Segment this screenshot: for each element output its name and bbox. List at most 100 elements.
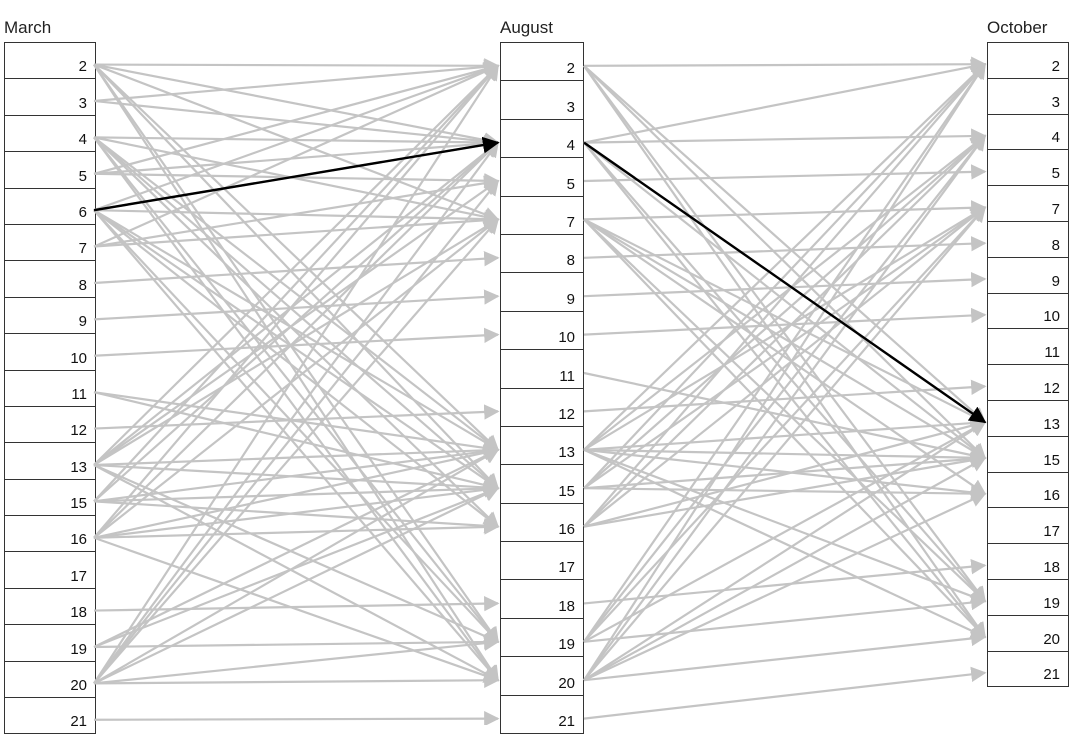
august-cell-label: 18	[558, 597, 575, 615]
arrow-march-2-to-august-15	[93, 63, 500, 490]
arrow-march-4-to-august-15	[93, 136, 500, 490]
october-cell-label: 21	[1043, 666, 1060, 684]
arrow-march-19-to-august-19	[93, 634, 500, 650]
arrow-march-13-to-august-19	[93, 463, 500, 644]
october-cell-20: 20	[988, 616, 1068, 652]
august-cell-3: 3	[501, 81, 583, 120]
october-cell-19: 19	[988, 580, 1068, 616]
arrow-march-4-to-august-19	[93, 136, 499, 644]
arrow-march-21-to-august-21	[93, 710, 500, 725]
arrow-march-16-to-august-7	[93, 218, 500, 539]
october-cell-13: 13	[988, 401, 1068, 437]
march-cell-label: 19	[70, 640, 87, 658]
october-cell-17: 17	[988, 508, 1068, 545]
arrow-august-7-to-october-13	[583, 218, 987, 424]
august-cell-4: 4	[501, 120, 583, 159]
august-cell-label: 16	[558, 521, 575, 539]
august-cell-7: 7	[501, 197, 583, 235]
arrow-august-16-to-october-15	[583, 452, 987, 528]
august-cell-label: 11	[559, 367, 575, 385]
arrow-march-2-to-august-2	[93, 58, 500, 74]
october-cell-7: 7	[988, 186, 1068, 222]
arrow-august-7-to-october-16	[583, 218, 987, 495]
arrow-march-4-to-august-4	[93, 134, 500, 151]
august-cell-label: 8	[566, 252, 575, 270]
august-cell-2: 2	[501, 43, 583, 82]
october-cell-8: 8	[988, 222, 1068, 258]
march-cell-label: 10	[70, 349, 87, 367]
october-cell-label: 12	[1043, 379, 1060, 397]
march-cell-label: 4	[78, 131, 87, 149]
march-cell-8: 8	[5, 261, 95, 298]
arrow-march-6-to-august-16	[93, 209, 500, 528]
october-cell-label: 10	[1043, 308, 1060, 326]
arrow-august-19-to-october-19	[583, 594, 987, 643]
arrow-march-16-to-august-13	[93, 445, 500, 539]
arrow-august-20-to-october-15	[583, 457, 987, 682]
arrow-august-19-to-october-4	[583, 134, 986, 643]
october-cell-10: 10	[988, 294, 1068, 330]
october-cell-label: 15	[1043, 451, 1060, 469]
arrow-august-10-to-october-10	[583, 307, 987, 336]
march-cell-label: 17	[70, 567, 87, 585]
august-cell-15: 15	[501, 465, 583, 504]
arrow-march-3-to-august-2	[93, 59, 500, 103]
arrow-august-13-to-october-20	[583, 448, 987, 639]
march-title: March	[4, 18, 52, 37]
march-cell-label: 7	[78, 240, 87, 258]
arrow-august-19-to-october-2	[583, 62, 986, 643]
august-cell-19: 19	[501, 619, 583, 658]
october-cell-5: 5	[988, 150, 1068, 187]
arrow-march-8-to-august-8	[93, 250, 500, 285]
august-cell-8: 8	[501, 235, 583, 274]
arrow-august-20-to-october-13	[583, 421, 987, 682]
arrow-march-11-to-august-15	[93, 391, 500, 493]
october-cell-label: 13	[1043, 415, 1060, 433]
arrow-august-15-to-october-4	[583, 134, 987, 490]
arrow-march-2-to-august-20	[93, 63, 499, 682]
october-cell-label: 17	[1043, 523, 1060, 541]
arrow-march-6-to-august-2	[93, 63, 500, 212]
march-cell-label: 12	[70, 422, 87, 440]
arrow-march-20-to-august-7	[93, 218, 500, 685]
august-cell-label: 19	[558, 636, 575, 654]
march-cell-label: 15	[70, 495, 87, 513]
arrow-march-4-to-august-13	[93, 136, 500, 451]
arrow-august-20-to-october-16	[583, 492, 987, 682]
october-cell-label: 20	[1043, 630, 1060, 648]
march-cell-label: 9	[78, 313, 87, 331]
march-cell-6: 6	[5, 189, 95, 225]
arrow-march-4-to-august-16	[93, 136, 500, 528]
october-cell-16: 16	[988, 473, 1068, 509]
arrow-march-20-to-august-15	[93, 487, 500, 685]
arrow-august-18-to-october-18	[583, 559, 987, 605]
arrow-march-15-to-august-13	[93, 443, 500, 503]
march-cell-18: 18	[5, 589, 95, 626]
arrow-august-7-to-october-15	[583, 218, 987, 459]
arrow-march-6-to-august-19	[93, 209, 500, 643]
october-cell-11: 11	[988, 329, 1068, 366]
arrow-march-13-to-august-4	[93, 141, 500, 466]
arrow-march-6-to-august-20	[93, 209, 500, 682]
arrow-august-2-to-october-19	[583, 65, 986, 603]
arrow-august-12-to-october-12	[583, 379, 987, 413]
august-cell-13: 13	[501, 427, 583, 466]
october-cell-label: 7	[1051, 200, 1060, 218]
october-cell-label: 4	[1051, 129, 1060, 147]
arrow-march-20-to-august-2	[93, 64, 499, 684]
arrow-august-20-to-october-20	[583, 630, 987, 682]
october-cell-label: 3	[1051, 93, 1060, 111]
august-cell-11: 11	[501, 350, 583, 389]
arrow-august-7-to-october-7	[583, 200, 987, 221]
arrow-august-7-to-october-19	[583, 218, 987, 603]
arrow-august-16-to-october-4	[583, 134, 987, 528]
arrow-august-4-to-october-4	[583, 128, 987, 144]
arrow-march-19-to-august-13	[93, 448, 500, 648]
arrow-august-16-to-october-13	[583, 418, 987, 528]
arrow-march-4-to-august-20	[93, 136, 499, 682]
arrow-august-19-to-october-13	[583, 421, 987, 643]
arrow-august-19-to-october-7	[583, 206, 987, 643]
arrow-march-9-to-august-9	[93, 289, 500, 321]
arrow-march-20-to-august-13	[93, 448, 500, 685]
